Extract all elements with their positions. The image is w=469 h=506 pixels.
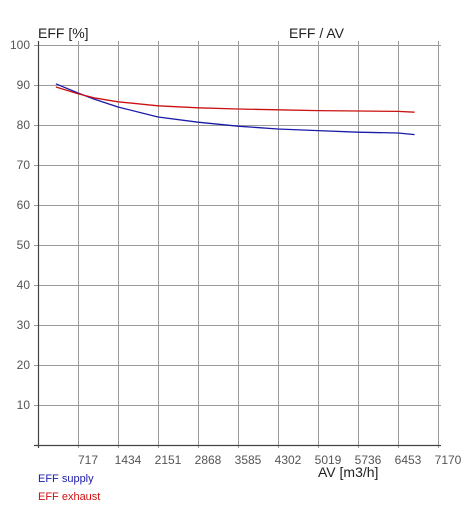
x-tick-label: 5019 <box>315 453 342 467</box>
chart-title: EFF / AV <box>289 25 345 41</box>
x-tick-label: 4302 <box>275 453 302 467</box>
tick-labels: 10 20 30 40 50 60 70 80 90 100 717 1434 2151 2868 3585… <box>10 38 462 467</box>
y-tick-label: 30 <box>17 318 31 332</box>
y-tick-label: 40 <box>17 278 31 292</box>
y-tick-label: 20 <box>17 358 31 372</box>
y-tick-label: 100 <box>10 38 30 52</box>
x-tick-label: 6453 <box>395 453 422 467</box>
x-tick-label: 1434 <box>115 453 142 467</box>
x-tick-label: 3585 <box>235 453 262 467</box>
y-tick-label: 10 <box>17 398 31 412</box>
x-tick-label: 7170 <box>435 453 462 467</box>
grid <box>34 41 441 448</box>
y-tick-label: 90 <box>17 78 31 92</box>
y-tick-label: 70 <box>17 158 31 172</box>
y-tick-label: 80 <box>17 118 31 132</box>
series-line-supply <box>55 83 415 136</box>
series-line-exhaust <box>55 86 415 113</box>
x-tick-label: 2868 <box>195 453 222 467</box>
legend-item-supply: EFF supply <box>38 473 94 485</box>
x-tick-label: 717 <box>78 453 98 467</box>
axes <box>34 41 441 448</box>
y-tick-label: 50 <box>17 238 31 252</box>
x-tick-label: 2151 <box>155 453 182 467</box>
y-axis-title: EFF [%] <box>38 25 89 41</box>
y-tick-label: 60 <box>17 198 31 212</box>
x-axis-title: AV [m3/h] <box>318 464 378 480</box>
x-tick-label: 5736 <box>355 453 382 467</box>
legend-item-exhaust: EFF exhaust <box>38 491 100 503</box>
series-lines <box>55 83 415 136</box>
